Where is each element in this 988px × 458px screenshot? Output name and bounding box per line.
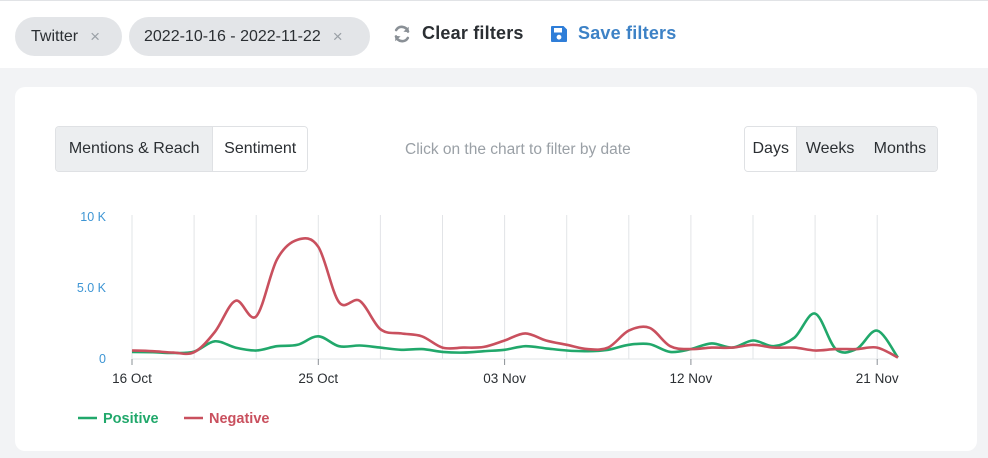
x-tick-label: 21 Nov (856, 371, 899, 386)
x-tick-label: 25 Oct (298, 371, 338, 386)
save-filters-button[interactable]: Save filters (550, 23, 676, 44)
x-tick-label: 12 Nov (670, 371, 713, 386)
sentiment-chart-card: Mentions & Reach Sentiment Click on the … (15, 87, 977, 451)
save-filters-label: Save filters (578, 23, 677, 43)
x-tick-label: 03 Nov (483, 371, 526, 386)
refresh-icon (394, 25, 410, 42)
series-line-positive[interactable] (131, 312, 899, 359)
filter-chip-source[interactable]: Twitter × (15, 17, 122, 56)
sentiment-line-chart[interactable]: 0 5.0 K 10 K 16 Oct 25 Oct 03 Nov 12 Nov 21 Nov… (15, 87, 977, 451)
tab-mentions-reach[interactable]: Mentions & Reach (56, 127, 214, 171)
filter-chip-label: 2022-10-16 - 2022-11-22 (144, 27, 321, 45)
tab-weeks[interactable]: Weeks (797, 127, 863, 171)
legend-item-positive[interactable]: Positive (103, 411, 159, 427)
period-toggle: Days Weeks Months (744, 126, 938, 172)
close-icon[interactable]: × (332, 26, 343, 46)
tab-months[interactable]: Months (862, 127, 937, 171)
chart-hint: Click on the chart to filter by date (405, 141, 631, 158)
filter-bar: Twitter × 2022-10-16 - 2022-11-22 × Clea… (0, 0, 988, 68)
y-tick-label: 10 K (80, 210, 106, 224)
floppy-disk-icon (551, 25, 567, 42)
x-tick-label: 16 Oct (112, 371, 152, 386)
y-tick-label: 5.0 K (77, 281, 107, 295)
legend-item-negative[interactable]: Negative (209, 411, 269, 427)
y-tick-label: 0 (99, 352, 106, 366)
clear-filters-button[interactable]: Clear filters (392, 23, 524, 44)
clear-filters-label: Clear filters (422, 23, 524, 43)
tab-days[interactable]: Days (745, 127, 798, 171)
tab-sentiment[interactable]: Sentiment (213, 127, 307, 171)
filter-chip-date-range[interactable]: 2022-10-16 - 2022-11-22 × (129, 17, 370, 56)
series-line-negative[interactable] (131, 236, 899, 359)
filter-chip-label: Twitter (31, 27, 79, 45)
view-toggle: Mentions & Reach Sentiment (55, 126, 308, 172)
close-icon[interactable]: × (90, 26, 101, 46)
